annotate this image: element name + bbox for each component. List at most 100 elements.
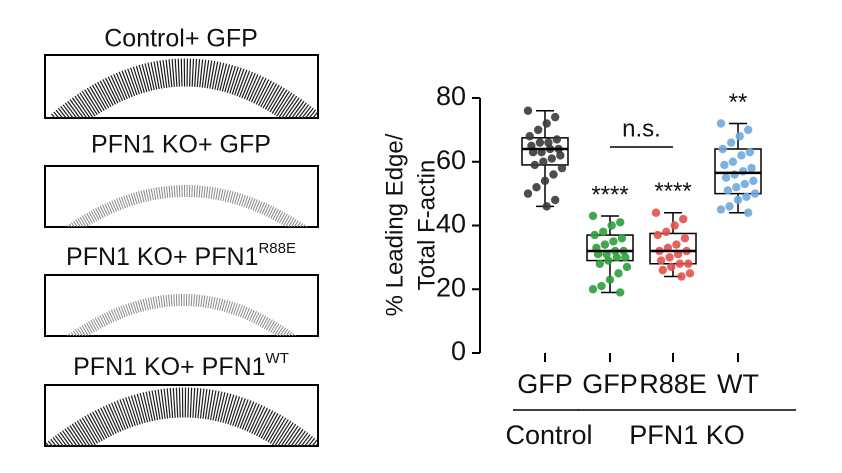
title-text: PFN1 KO+ PFN1	[73, 353, 265, 381]
y-tick-label: 80	[436, 81, 466, 111]
data-point	[617, 234, 627, 243]
data-point	[552, 135, 562, 144]
data-point	[685, 269, 695, 278]
comparison-label: n.s.	[622, 115, 661, 142]
data-point	[742, 192, 751, 202]
data-point	[604, 256, 613, 265]
data-point	[723, 186, 732, 195]
data-point	[735, 132, 744, 141]
data-point	[535, 138, 545, 147]
data-point	[680, 234, 690, 243]
data-point	[658, 265, 667, 275]
y-tick-label: 20	[436, 272, 466, 302]
data-point	[523, 106, 533, 115]
data-point	[675, 259, 684, 268]
superscript: R88E	[258, 240, 296, 257]
data-point	[720, 160, 729, 170]
data-point	[551, 195, 560, 205]
image-panels: Control+ GFP PFN1 KO+ GFP PFN1 KO+ PFN1R…	[44, 25, 319, 447]
data-point	[721, 173, 731, 182]
data-point	[600, 240, 610, 249]
data-point	[612, 253, 621, 262]
significance: ****	[654, 178, 691, 205]
data-point	[616, 218, 625, 227]
data-point	[622, 262, 632, 272]
x-tick-label: R88E	[639, 369, 707, 399]
data-point	[549, 170, 558, 179]
data-point	[716, 205, 726, 214]
data-point	[740, 179, 749, 189]
y-tick-label: 40	[436, 209, 466, 239]
data-point	[728, 157, 738, 166]
data-point	[607, 221, 616, 230]
data-point	[670, 221, 679, 230]
data-point	[544, 138, 553, 147]
data-point	[534, 125, 543, 135]
data-point	[539, 157, 548, 166]
data-point	[542, 202, 551, 211]
significance: **	[729, 89, 748, 116]
data-point	[621, 253, 630, 262]
data-point	[665, 253, 674, 262]
data-point	[732, 183, 741, 192]
data-point	[725, 202, 734, 211]
group-label: PFN1 KO	[629, 420, 745, 450]
data-point	[750, 189, 760, 198]
data-point	[730, 170, 739, 179]
data-point	[653, 230, 662, 240]
data-point	[667, 262, 676, 272]
data-point	[744, 208, 753, 217]
data-point	[530, 160, 539, 170]
data-point	[672, 240, 681, 249]
data-point	[551, 112, 560, 122]
data-point	[747, 163, 756, 173]
data-point	[662, 227, 671, 237]
x-tick-label: GFP	[517, 369, 573, 399]
data-point	[744, 125, 753, 135]
panel-title: PFN1 KO+ PFN1R88E	[66, 240, 296, 271]
y-tick-label: 0	[451, 336, 466, 366]
data-point	[588, 211, 598, 221]
data-point	[556, 151, 565, 160]
data-point	[718, 144, 727, 154]
title-text: PFN1 KO+ PFN1	[66, 243, 258, 271]
data-point	[590, 230, 599, 240]
group-label: Control	[505, 420, 592, 450]
data-point	[614, 269, 623, 278]
data-point	[547, 154, 556, 163]
data-point	[656, 256, 666, 265]
data-point	[599, 227, 608, 237]
data-point	[684, 259, 693, 268]
significance: ****	[591, 181, 628, 208]
panel-image	[44, 165, 319, 228]
actin-arc	[51, 58, 318, 118]
data-point	[727, 138, 736, 147]
data-point	[523, 189, 533, 198]
y-axis-label: Total F-actin	[413, 160, 440, 291]
data-point	[588, 285, 598, 294]
data-point	[532, 183, 541, 192]
panel-title: PFN1 KO+ GFP	[91, 131, 271, 159]
chart: 0 20 40 60 80 % Leading Edge/Total F-actin GFP…	[381, 81, 796, 450]
data-point	[557, 163, 567, 173]
data-point	[738, 167, 748, 176]
x-tick-label: GFP	[582, 369, 638, 399]
data-point	[716, 119, 726, 128]
y-tick-label: 60	[436, 145, 466, 175]
data-point	[597, 281, 606, 291]
x-tick-label: WT	[717, 369, 759, 399]
data-point	[677, 272, 686, 281]
data-point	[733, 195, 743, 205]
data-point	[651, 208, 661, 217]
data-point	[525, 132, 534, 141]
data-point	[609, 237, 618, 246]
superscript: WT	[266, 350, 289, 367]
data-point	[737, 151, 746, 160]
data-point	[616, 288, 625, 297]
actin-arc	[66, 294, 297, 336]
data-point	[749, 176, 758, 186]
data-point	[605, 275, 615, 284]
panel-title: Control+ GFP	[104, 25, 258, 53]
data-point	[540, 176, 550, 186]
